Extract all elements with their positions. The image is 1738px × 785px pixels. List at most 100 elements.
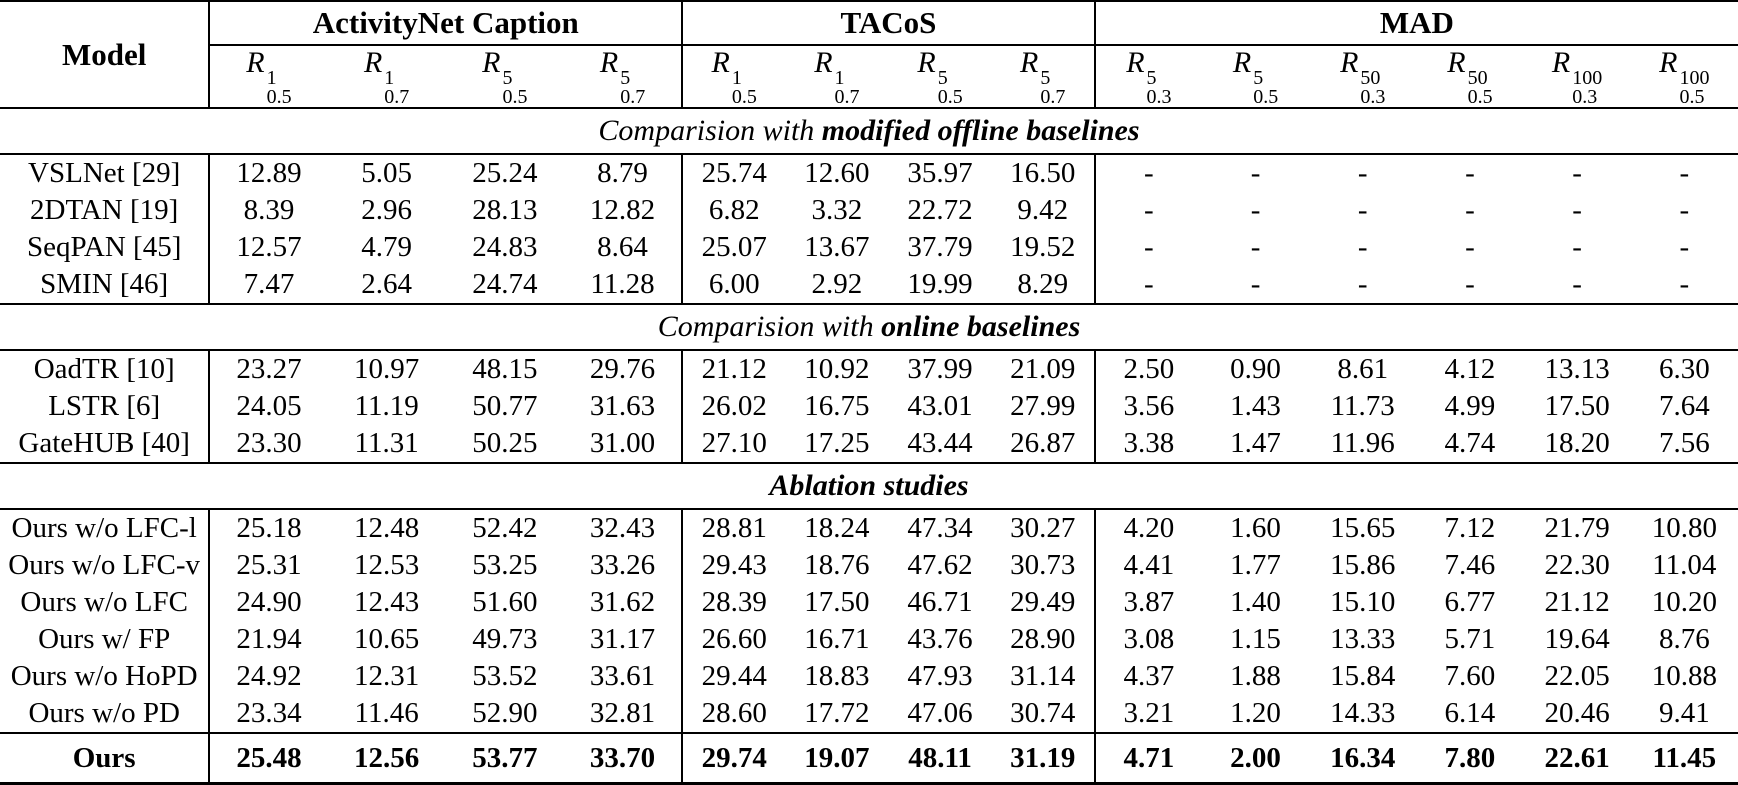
- metric-symbol: R: [711, 46, 730, 79]
- value-cell: 46.71: [907, 586, 973, 618]
- model-name-cell: Ours w/o LFC: [20, 586, 188, 618]
- value-cell: 7.64: [1658, 390, 1710, 422]
- model-name-cell: SMIN [46]: [40, 268, 169, 300]
- value-cell: 1.77: [1230, 549, 1281, 581]
- value-cell: 25.24: [472, 157, 538, 189]
- value-cell: 31.00: [589, 427, 656, 459]
- metric-header: R 1 0.5: [681, 45, 786, 109]
- metric-header: R 5 0.5: [1201, 45, 1310, 109]
- value-cell: 27.10: [681, 425, 786, 463]
- table-row: LSTR [6] 24.05 11.19 50.77 31.63 26.02 16.75 43…: [0, 388, 1738, 425]
- metric-superscript: 5: [620, 67, 631, 89]
- value-cell: 3.08: [1093, 621, 1202, 658]
- value-cell: 7.47: [208, 266, 328, 304]
- value-cell: 28.13: [472, 194, 538, 226]
- value-cell: 29.44: [681, 658, 786, 695]
- value-cell: -: [1572, 268, 1582, 300]
- dataset-group-header: ActivityNet Caption: [208, 1, 683, 46]
- value-cell: 2.92: [811, 268, 863, 300]
- metric-superscript: 5: [1040, 67, 1051, 89]
- metric-symbol: R: [482, 46, 501, 79]
- model-name-cell: Ours w/ FP: [38, 623, 171, 655]
- metric-symbol: R: [1340, 46, 1359, 79]
- value-cell: 47.34: [907, 512, 973, 544]
- value-cell: 9.41: [1658, 697, 1710, 729]
- value-cell: 28.39: [681, 584, 786, 621]
- value-cell: 37.99: [907, 353, 973, 385]
- value-cell: 19.07: [785, 732, 889, 784]
- section-header-row: Comparision with modified offline baseli…: [0, 107, 1738, 155]
- table-row: Ours w/o LFC 24.90 12.43 51.60 31.62 28.39 17.…: [0, 584, 1738, 621]
- value-cell: -: [1250, 268, 1261, 300]
- value-cell: 9.42: [1017, 194, 1069, 226]
- value-cell: 33.70: [563, 732, 683, 784]
- metric-subscript: 0.7: [1040, 86, 1066, 108]
- table-row: OadTR [10] 23.27 10.97 48.15 29.76 21.12 10.92…: [0, 350, 1738, 388]
- value-cell: 3.56: [1093, 388, 1202, 425]
- value-cell: 4.41: [1093, 547, 1202, 584]
- metric-superscript: 50: [1467, 67, 1488, 89]
- value-cell: 16.50: [1010, 157, 1076, 189]
- value-cell: 30.73: [1010, 549, 1076, 581]
- value-cell: 10.20: [1651, 586, 1717, 618]
- value-cell: -: [1093, 154, 1202, 192]
- metric-sup-sub: 100 0.5: [1679, 68, 1709, 106]
- value-cell: 10.92: [804, 353, 870, 385]
- table-body: Comparision with modified offline baseli…: [0, 107, 1738, 784]
- value-cell: 11.96: [1330, 427, 1395, 459]
- metric-superscript: 5: [1146, 67, 1157, 89]
- value-cell: 3.87: [1093, 584, 1202, 621]
- value-cell: 12.43: [354, 586, 420, 618]
- model-name-cell: Ours w/o LFC-l: [11, 512, 197, 544]
- metric-symbol: R: [1551, 46, 1571, 79]
- table-row: SeqPAN [45] 12.57 4.79 24.83 8.64 25.07 13.67 3…: [0, 229, 1738, 266]
- value-cell: 22.61: [1523, 732, 1631, 784]
- metric-header: R 5 0.7: [991, 45, 1095, 109]
- value-cell: 29.49: [1010, 586, 1076, 618]
- value-cell: 11.28: [590, 268, 655, 300]
- value-cell: 18.20: [1544, 427, 1610, 459]
- value-cell: 52.42: [472, 512, 538, 544]
- section-title: Comparision with modified offline baseli…: [0, 107, 1738, 155]
- value-cell: 15.10: [1330, 586, 1396, 618]
- metric-symbol: R: [1126, 46, 1145, 79]
- value-cell: 31.62: [589, 586, 656, 618]
- value-cell: 11.31: [354, 427, 419, 459]
- section-header-row: Ablation studies: [0, 462, 1738, 510]
- value-cell: 53.77: [445, 732, 564, 784]
- value-cell: -: [1357, 231, 1368, 263]
- value-cell: 51.60: [472, 586, 538, 618]
- metric-header: R 50 0.5: [1416, 45, 1524, 109]
- value-cell: 10.65: [354, 623, 420, 655]
- value-cell: 50.77: [472, 390, 538, 422]
- value-cell: 30.74: [1010, 697, 1076, 729]
- value-cell: 11.45: [1630, 732, 1738, 784]
- value-cell: 1.47: [1230, 427, 1281, 459]
- model-name-cell: GateHUB [40]: [18, 427, 190, 459]
- metric-sup-sub: 5 0.5: [502, 68, 527, 106]
- value-cell: 3.38: [1093, 425, 1202, 463]
- value-cell: 43.01: [907, 390, 973, 422]
- value-cell: 43.76: [907, 623, 973, 655]
- value-cell: 19.52: [1010, 231, 1076, 263]
- value-cell: 53.52: [472, 660, 538, 692]
- section-title: Ablation studies: [0, 462, 1738, 510]
- value-cell: -: [1357, 157, 1368, 189]
- metric-sup-sub: 1 0.7: [835, 68, 860, 106]
- value-cell: 31.17: [589, 623, 656, 655]
- value-cell: 49.73: [472, 623, 538, 655]
- metric-sup-sub: 5 0.3: [1146, 67, 1172, 106]
- value-cell: 21.12: [1544, 586, 1610, 618]
- value-cell: 14.33: [1330, 697, 1396, 729]
- metric-superscript: 1: [266, 67, 277, 89]
- table-row: 2DTAN [19] 8.39 2.96 28.13 12.82 6.82 3.32 22.7…: [0, 192, 1738, 229]
- value-cell: 27.99: [1010, 390, 1076, 422]
- value-cell: -: [1465, 194, 1475, 226]
- value-cell: 2.00: [1201, 732, 1310, 784]
- value-cell: 21.79: [1544, 512, 1610, 544]
- value-cell: 12.57: [208, 229, 328, 266]
- metric-subscript: 0.5: [937, 86, 963, 108]
- metric-symbol: R: [1020, 46, 1039, 79]
- value-cell: 3.32: [811, 194, 863, 226]
